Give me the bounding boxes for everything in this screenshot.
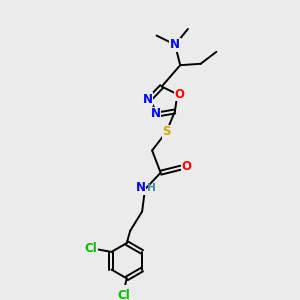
Text: N: N [142,93,153,106]
Text: Cl: Cl [84,242,97,255]
Text: H: H [147,182,156,193]
Text: N: N [136,181,146,194]
Text: S: S [162,125,171,139]
Text: O: O [181,160,191,173]
Text: Cl: Cl [118,289,130,300]
Text: N: N [170,38,180,51]
Text: N: N [151,107,161,120]
Text: O: O [174,88,184,101]
